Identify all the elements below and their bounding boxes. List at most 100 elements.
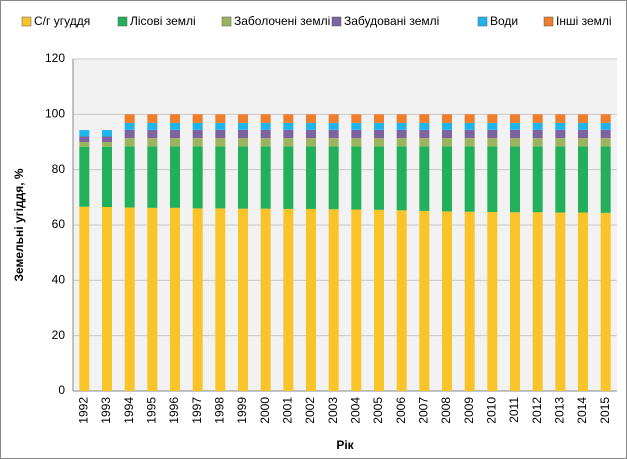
bar-segment [532,146,543,213]
bar-segment [79,146,90,207]
bar-segment [555,146,566,213]
bar-segment [283,146,294,209]
bar-segment [147,146,158,208]
bar-segment [192,208,203,391]
bar-segment [328,129,339,139]
x-tick-label: 2001 [281,397,295,424]
bar-segment [442,122,452,130]
bar-segment [419,122,430,130]
bar-segment [260,114,271,123]
bar-segment [238,114,248,123]
bar-segment [170,114,180,123]
bar-segment [147,114,158,123]
legend-swatch [331,16,342,27]
bar-segment [396,146,407,211]
bar-segment [192,114,203,123]
bar-segment [419,138,430,147]
bar-segment [192,122,203,130]
bar-segment [396,114,407,123]
bar-segment [442,211,452,391]
bar-segment [283,208,294,391]
bar-segment [600,129,611,139]
bar-segment [102,207,112,391]
x-tick-label: 2011 [507,397,521,423]
bar-segment [464,122,475,130]
bar-segment [124,122,135,130]
bar-segment [464,129,475,139]
bar-segment [328,138,339,147]
legend-label: Заболочені землі [234,14,330,28]
y-tick-label: 120 [45,51,65,65]
bar-segment [306,122,316,130]
bar-segment [419,210,430,391]
x-tick-label: 2010 [485,397,499,424]
bar-segment [510,212,520,391]
bar-segment [147,138,158,147]
bar-segment [124,138,135,147]
y-axis-label: Земельні угіддя, % [12,168,26,281]
bar-segment [170,122,180,130]
x-tick-label: 1995 [145,397,159,424]
legend-swatch [477,16,488,27]
y-tick-label: 100 [45,107,65,121]
y-tick-label: 80 [52,162,66,176]
bar-segment [238,122,248,130]
bar-segment [600,212,611,391]
x-tick-label: 2008 [439,397,453,424]
bar-segment [555,129,566,139]
legend-swatch [117,16,128,27]
bar-segment [102,136,112,142]
bar-segment [487,129,498,139]
bar-segment [283,138,294,147]
bar-segment [283,114,294,123]
legend-label: Інші землі [556,14,612,28]
bar-segment [532,212,543,391]
bar-segment [464,138,475,147]
y-tick-label: 60 [52,217,66,231]
bar-segment [238,146,248,209]
bar-segment [192,129,203,139]
bar-segment [419,129,430,139]
bar-segment [374,209,384,391]
legend-label: Забудовані землі [344,14,439,28]
bar-segment [102,146,112,208]
bar-segment [328,209,339,391]
bar-segment [260,208,271,391]
x-tick-label: 2015 [598,397,612,424]
bar-segment [192,138,203,147]
bar-segment [487,122,498,130]
x-tick-label: 1992 [77,397,91,424]
bar-segment [510,129,520,139]
legend-label: С/г угуддя [34,14,90,28]
bar-segment [283,122,294,130]
x-tick-label: 2009 [462,397,476,424]
bar-segment [102,130,112,137]
bar-segment [170,207,180,391]
x-tick-label: 2012 [530,397,544,424]
bar-segment [510,114,520,123]
bar-segment [442,114,452,123]
bar-segment [464,146,475,212]
bar-segment [79,130,90,137]
y-tick-label: 0 [58,383,65,397]
legend-swatch [543,16,554,27]
bar-segment [306,208,316,391]
x-tick-label: 1996 [167,397,181,424]
bar-segment [510,122,520,130]
bar-segment [306,129,316,139]
bar-segment [260,146,271,209]
x-axis-label: Рік [336,438,354,452]
y-tick-label: 20 [52,328,66,342]
x-tick-label: 2014 [575,397,589,424]
bar-segment [283,129,294,139]
x-tick-label: 2007 [417,397,431,424]
bar-segment [124,129,135,139]
bar-segment [238,138,248,147]
bar-segment [238,129,248,139]
x-tick-label: 2006 [394,397,408,424]
bar-segment [464,114,475,123]
bar-segment [487,146,498,212]
bar-segment [532,138,543,147]
x-tick-label: 1993 [99,397,113,424]
